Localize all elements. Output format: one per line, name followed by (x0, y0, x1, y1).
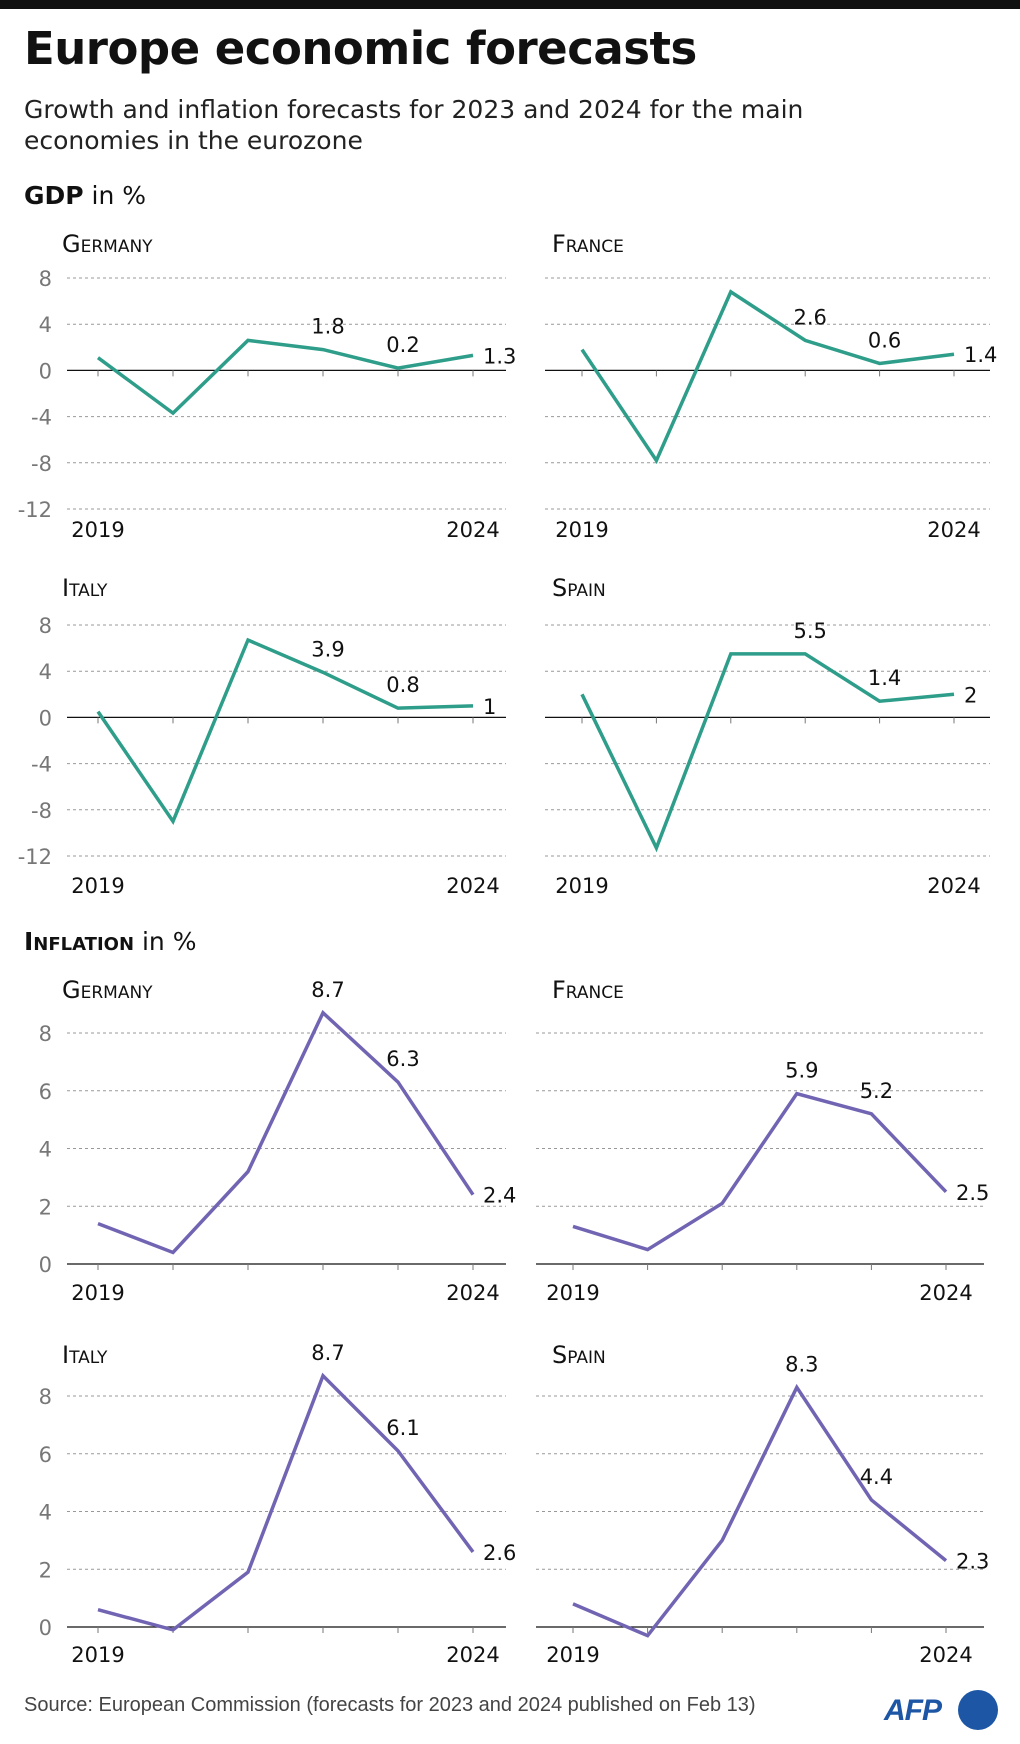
y-tick-label: 4 (39, 1138, 52, 1162)
data-label: 3.9 (311, 637, 344, 661)
y-tick-label: -12 (18, 845, 52, 869)
series-line (96, 637, 474, 826)
y-tick-label: 0 (39, 359, 52, 383)
series-line (97, 1372, 475, 1632)
data-label: 2.6 (483, 1541, 516, 1565)
y-tick-label: 4 (39, 660, 52, 684)
y-tick-label: 0 (39, 1253, 52, 1277)
y-tick-label: 8 (39, 1385, 52, 1409)
data-label: 1.3 (483, 344, 516, 368)
x-tick-label: 2024 (446, 874, 499, 898)
data-label: 1.8 (311, 315, 344, 339)
x-tick-label: 2024 (919, 1643, 972, 1667)
inflation-header-unit: in % (134, 927, 197, 956)
y-tick-label: 8 (39, 1022, 52, 1046)
y-tick-label: 8 (39, 267, 52, 291)
y-tick-label: 2 (39, 1195, 52, 1219)
panel-title: Italy (62, 1341, 108, 1369)
panel-title: Germany (62, 230, 153, 258)
data-label: 5.5 (793, 619, 826, 643)
x-tick-label: 2019 (546, 1643, 599, 1667)
x-tick-label: 2024 (446, 518, 499, 542)
data-label: 0.8 (386, 673, 419, 697)
page-subtitle: Growth and inflation forecasts for 2023 … (24, 95, 804, 155)
x-tick-label: 2024 (446, 1643, 499, 1667)
y-tick-label: -8 (31, 799, 52, 823)
afp-logo-dot (958, 1690, 998, 1730)
y-tick-label: -8 (31, 452, 52, 476)
x-tick-label: 2019 (555, 874, 608, 898)
series-line (572, 1091, 948, 1252)
data-label: 5.9 (785, 1059, 818, 1083)
panel-title: Spain (552, 574, 606, 602)
x-tick-label: 2024 (919, 1281, 972, 1305)
data-label: 8.7 (311, 978, 344, 1002)
inflation-header-bold: Inflation (24, 927, 135, 956)
data-label: 1.4 (964, 343, 997, 367)
y-tick-label: 2 (39, 1558, 52, 1582)
panel-title: Germany (62, 976, 153, 1004)
data-label: 0.6 (868, 328, 901, 352)
gdp-section-header: GDP in % (24, 181, 146, 210)
y-tick-label: -4 (31, 753, 52, 777)
data-label: 1 (483, 695, 496, 719)
data-label: 2.6 (793, 305, 826, 329)
x-tick-label: 2019 (71, 518, 124, 542)
page-title: Europe economic forecasts (24, 22, 697, 75)
y-tick-label: 4 (39, 1501, 52, 1525)
gdp-header-bold: GDP (24, 181, 84, 210)
panel-title: France (552, 976, 624, 1004)
data-label: 0.2 (386, 333, 419, 357)
data-label: 4.4 (860, 1465, 893, 1489)
data-label: 2 (964, 683, 977, 707)
inflation-section-header: Inflation in % (24, 927, 196, 956)
x-tick-label: 2024 (446, 1281, 499, 1305)
data-label: 2.3 (956, 1550, 989, 1574)
panel-title: Spain (552, 1341, 606, 1369)
y-tick-label: 8 (39, 614, 52, 638)
x-tick-label: 2024 (927, 518, 980, 542)
data-label: 8.7 (311, 1341, 344, 1365)
y-tick-label: 0 (39, 1616, 52, 1640)
y-tick-label: 6 (39, 1443, 52, 1467)
panel-title: Italy (62, 574, 108, 602)
y-tick-label: -4 (31, 406, 52, 430)
data-label: 6.3 (386, 1047, 419, 1071)
y-tick-label: 6 (39, 1080, 52, 1104)
data-label: 6.1 (386, 1416, 419, 1440)
data-label: 5.2 (860, 1079, 893, 1103)
afp-logo: AFP (884, 1690, 1002, 1732)
series-line (96, 338, 474, 416)
x-tick-label: 2019 (555, 518, 608, 542)
panel-title: France (552, 230, 624, 258)
y-tick-label: -12 (18, 498, 52, 522)
y-tick-label: 0 (39, 706, 52, 730)
afp-logo-text: AFP (884, 1694, 942, 1727)
data-label: 8.3 (785, 1352, 818, 1376)
x-tick-label: 2019 (71, 1643, 124, 1667)
series-line (572, 1383, 948, 1638)
series-line (580, 289, 955, 465)
x-tick-label: 2019 (71, 1281, 124, 1305)
top-bar (0, 0, 1020, 9)
series-line (97, 1009, 475, 1255)
x-tick-label: 2019 (546, 1281, 599, 1305)
x-tick-label: 2024 (927, 874, 980, 898)
data-label: 2.5 (956, 1181, 989, 1205)
gdp-header-unit: in % (83, 181, 147, 210)
data-label: 2.4 (483, 1184, 516, 1208)
x-tick-label: 2019 (71, 874, 124, 898)
data-label: 1.4 (868, 666, 901, 690)
source-note: Source: European Commission (forecasts f… (24, 1694, 756, 1716)
y-tick-label: 4 (39, 313, 52, 337)
series-line (580, 652, 955, 853)
